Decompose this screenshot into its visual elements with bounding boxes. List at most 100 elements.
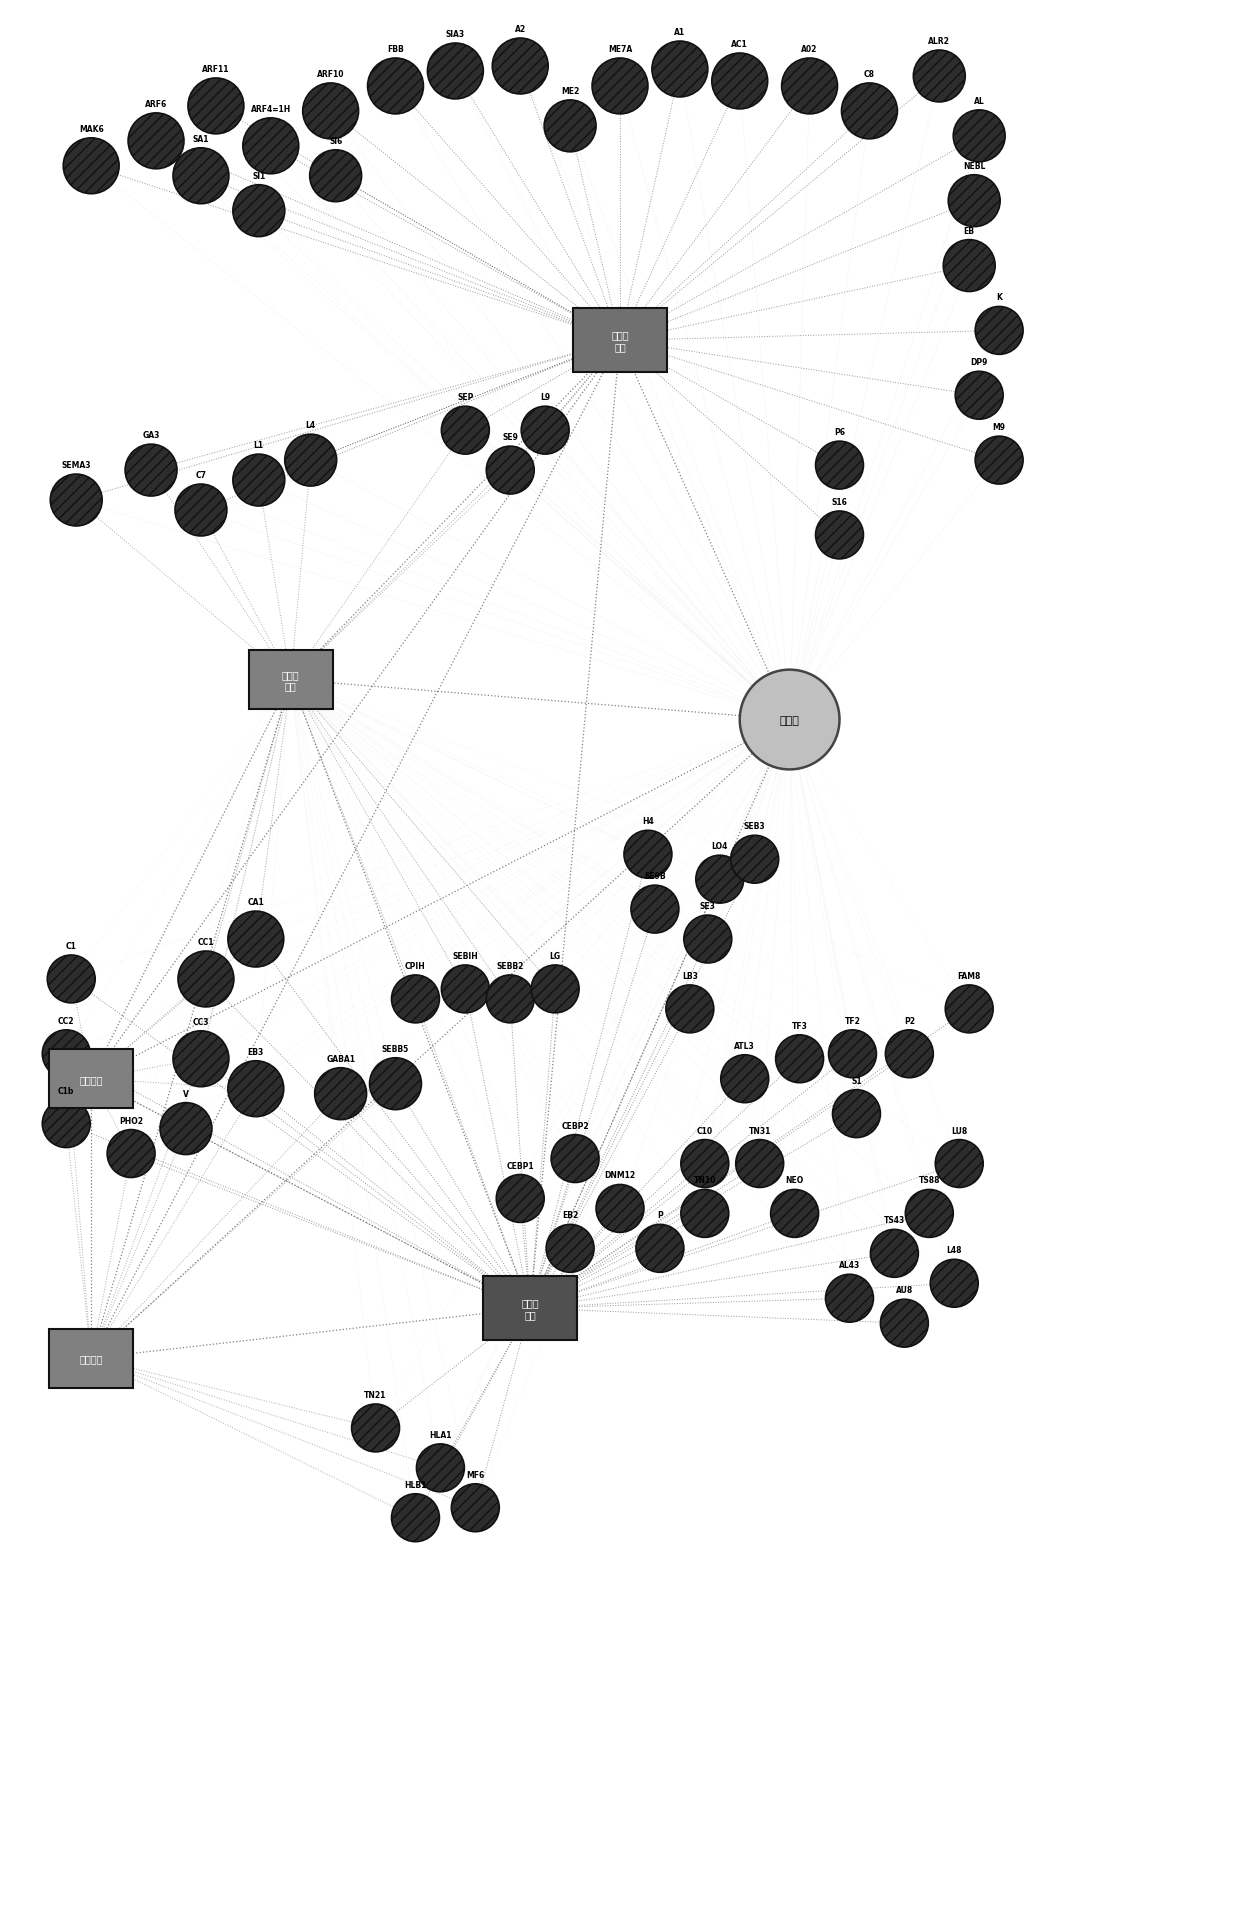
- Text: C7: C7: [196, 471, 206, 480]
- Circle shape: [880, 1299, 929, 1347]
- Text: 细胞外
基质: 细胞外 基质: [281, 669, 300, 692]
- Circle shape: [696, 855, 744, 903]
- Circle shape: [352, 1404, 399, 1452]
- Circle shape: [652, 42, 708, 97]
- Circle shape: [631, 886, 678, 933]
- Circle shape: [816, 512, 863, 560]
- Circle shape: [666, 985, 714, 1033]
- Text: L1: L1: [254, 440, 264, 450]
- Text: C1b: C1b: [58, 1086, 74, 1095]
- Text: ARF4=1H: ARF4=1H: [250, 105, 291, 114]
- Text: AL43: AL43: [838, 1261, 861, 1269]
- Text: L48: L48: [946, 1246, 962, 1255]
- Text: EB: EB: [963, 227, 975, 236]
- Text: S1: S1: [851, 1076, 862, 1086]
- Circle shape: [591, 59, 649, 114]
- Circle shape: [624, 831, 672, 878]
- Text: ME7A: ME7A: [608, 46, 632, 53]
- FancyBboxPatch shape: [484, 1276, 577, 1341]
- Text: M9: M9: [993, 423, 1006, 432]
- FancyBboxPatch shape: [249, 652, 332, 711]
- Circle shape: [842, 84, 898, 139]
- Circle shape: [944, 240, 996, 291]
- Circle shape: [107, 1130, 155, 1177]
- Circle shape: [954, 110, 1006, 162]
- Text: SEB3: SEB3: [744, 821, 765, 831]
- Circle shape: [832, 1090, 880, 1137]
- Text: CA1: CA1: [248, 897, 264, 907]
- Circle shape: [521, 408, 569, 455]
- FancyBboxPatch shape: [573, 309, 667, 373]
- FancyBboxPatch shape: [50, 1330, 133, 1389]
- Text: HLA1: HLA1: [429, 1431, 451, 1438]
- Text: Sl1: Sl1: [252, 171, 265, 181]
- Circle shape: [51, 474, 102, 526]
- Circle shape: [188, 78, 244, 135]
- Circle shape: [315, 1069, 367, 1120]
- Text: SEP: SEP: [458, 392, 474, 402]
- Text: C1: C1: [66, 941, 77, 951]
- Text: CC3: CC3: [192, 1017, 210, 1027]
- Circle shape: [392, 975, 439, 1023]
- Circle shape: [955, 371, 1003, 419]
- Text: P6: P6: [835, 429, 844, 436]
- Circle shape: [949, 175, 1001, 227]
- Text: LU8: LU8: [951, 1126, 967, 1135]
- Text: ARF11: ARF11: [202, 65, 229, 74]
- Circle shape: [125, 446, 177, 497]
- Circle shape: [392, 1494, 439, 1541]
- Circle shape: [285, 434, 336, 488]
- Circle shape: [720, 1055, 769, 1103]
- Text: LO4: LO4: [712, 842, 728, 852]
- Text: P2: P2: [904, 1015, 915, 1025]
- Circle shape: [175, 484, 227, 537]
- Text: ATL3: ATL3: [734, 1042, 755, 1050]
- Text: TN31: TN31: [749, 1126, 771, 1135]
- Text: C10: C10: [697, 1126, 713, 1135]
- Text: MF6: MF6: [466, 1471, 485, 1478]
- Text: L4: L4: [305, 421, 316, 431]
- Text: MAK6: MAK6: [79, 124, 104, 133]
- Text: AU8: AU8: [895, 1286, 913, 1295]
- Circle shape: [174, 149, 229, 204]
- Circle shape: [935, 1139, 983, 1189]
- Text: L9: L9: [541, 392, 551, 402]
- Text: EB2: EB2: [562, 1212, 578, 1219]
- Circle shape: [771, 1191, 818, 1238]
- Circle shape: [975, 307, 1023, 354]
- Circle shape: [486, 975, 534, 1023]
- Text: TF2: TF2: [844, 1015, 861, 1025]
- Circle shape: [546, 1225, 594, 1273]
- Text: CC2: CC2: [58, 1015, 74, 1025]
- Circle shape: [441, 408, 490, 455]
- Text: DP9: DP9: [971, 358, 988, 368]
- Circle shape: [776, 1034, 823, 1084]
- Text: LG: LG: [549, 951, 560, 960]
- FancyBboxPatch shape: [50, 1050, 133, 1109]
- Circle shape: [42, 1099, 91, 1149]
- Text: 纤维化: 纤维化: [780, 714, 800, 726]
- Text: 细胞迁移: 细胞迁移: [79, 1074, 103, 1084]
- Text: A2: A2: [515, 25, 526, 34]
- Circle shape: [228, 1061, 284, 1116]
- Circle shape: [233, 455, 285, 507]
- Circle shape: [735, 1139, 784, 1189]
- Text: K: K: [996, 293, 1002, 303]
- Text: CEBP2: CEBP2: [562, 1120, 589, 1130]
- Text: H4: H4: [642, 817, 653, 827]
- Circle shape: [683, 916, 732, 964]
- Circle shape: [428, 44, 484, 99]
- Text: P: P: [657, 1212, 663, 1219]
- Text: NEBL: NEBL: [963, 162, 986, 171]
- Text: V: V: [184, 1090, 188, 1097]
- Circle shape: [160, 1103, 212, 1154]
- Text: EB3: EB3: [248, 1048, 264, 1055]
- Text: NEO: NEO: [785, 1175, 804, 1185]
- Circle shape: [781, 59, 837, 114]
- Text: GABA1: GABA1: [326, 1053, 355, 1063]
- Circle shape: [885, 1031, 934, 1078]
- Circle shape: [486, 448, 534, 495]
- Circle shape: [303, 84, 358, 139]
- Circle shape: [730, 836, 779, 884]
- Circle shape: [740, 671, 839, 770]
